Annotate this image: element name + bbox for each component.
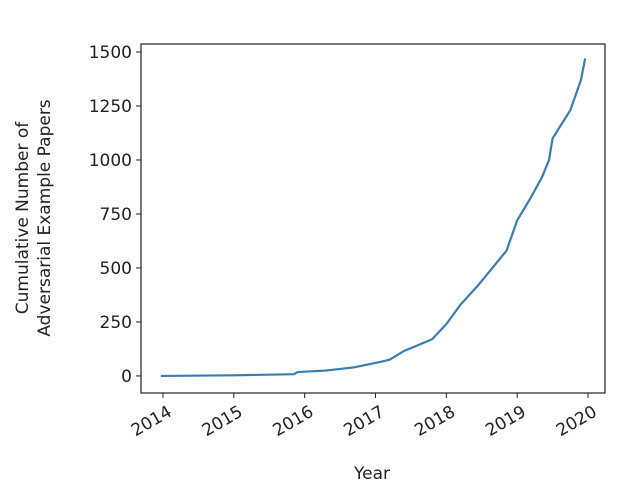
x-axis-label: Year [353, 464, 390, 484]
y-axis-label: Cumulative Number of Adversarial Example… [13, 99, 55, 336]
x-tick-label: 2018 [411, 402, 458, 441]
plot-frame [140, 43, 606, 394]
data-line [160, 58, 587, 378]
y-tick-label: 750 [100, 205, 132, 225]
y-axis-label-line: Cumulative Number of [13, 121, 33, 315]
x-tick-label: 2016 [270, 402, 317, 441]
y-tick-label: 250 [100, 313, 132, 333]
y-axis-label-line: Adversarial Example Papers [35, 99, 55, 336]
y-tick-label: 1500 [89, 43, 132, 63]
x-tick-label: 2015 [199, 402, 246, 441]
y-tick-label: 500 [100, 259, 132, 279]
x-tick-label: 2014 [128, 402, 175, 441]
y-tick-label: 0 [121, 367, 132, 387]
x-tick-label: 2020 [553, 402, 600, 441]
y-tick-label: 1000 [89, 151, 132, 171]
x-tick-label: 2017 [341, 402, 388, 441]
x-tick-label: 2019 [482, 402, 529, 441]
y-tick-label: 1250 [89, 97, 132, 117]
